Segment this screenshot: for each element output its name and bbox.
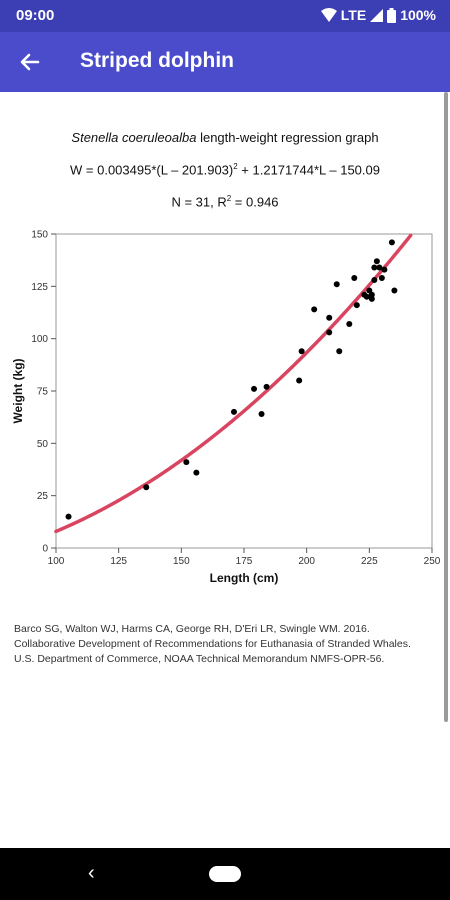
signal-icon [370,8,384,22]
regression-chart: 100 125 150 175 200 225 250 0 25 50 75 100 125 150 Len… [11,230,441,586]
citation-line-2: Collaborative Development of Recommendat… [14,638,411,650]
x-tick-label: 250 [424,556,441,567]
content-area[interactable]: Stenella coeruleoalba length-weight regr… [0,92,450,848]
data-point [376,264,383,271]
citation-line-3: U.S. Department of Commerce, NOAA Techni… [14,653,385,665]
y-tick-label: 100 [31,334,48,345]
data-point [263,383,270,390]
nav-home-button[interactable] [209,866,241,882]
data-point [346,321,353,328]
status-bar: 09:00 LTE 100% [0,0,450,32]
x-tick-label: 100 [48,556,65,567]
data-point [363,293,370,300]
data-point [371,264,378,271]
system-nav-bar: ‹ [0,848,450,900]
scrollbar[interactable] [444,92,448,722]
data-point [326,314,333,321]
battery-level: 100% [400,7,436,23]
status-time: 09:00 [16,7,55,24]
y-axis-label: Weight (kg) [11,358,25,423]
data-point [193,469,200,476]
equation-exponent: 2 [233,162,238,171]
wifi-icon [320,8,337,22]
data-point [298,348,305,355]
y-tick-label: 50 [37,439,49,450]
x-axis-label: Length (cm) [210,571,279,585]
data-point [143,484,150,491]
data-point [351,274,358,281]
data-point [336,348,343,355]
y-tick-label: 25 [37,491,49,502]
battery-icon [387,7,397,23]
data-point [65,513,72,520]
nav-back-button[interactable]: ‹ [88,862,95,884]
arrow-left-icon [20,53,40,71]
page-title: Striped dolphin [80,49,234,72]
species-name: Stenella coeruleoalba [71,130,197,145]
data-point [311,306,318,313]
regression-curve [54,233,413,534]
x-tick-label: 125 [110,556,127,567]
regression-equation: W = 0.003495*(L – 201.903)2 + 1.2171744*… [0,162,450,177]
status-indicators: LTE 100% [320,7,436,23]
network-type: LTE [340,7,367,23]
data-point [183,459,190,466]
stats-part-b: = 0.946 [231,194,279,210]
graph-title-rest: length-weight regression graph [196,130,379,145]
data-point [353,302,360,309]
data-point [296,377,303,384]
graph-title: Stenella coeruleoalba length-weight regr… [0,130,450,145]
data-point [391,287,398,294]
data-point [326,329,333,336]
data-point [388,239,395,246]
data-point [368,291,375,298]
data-point [381,266,388,273]
stats-exponent: 2 [226,194,232,203]
y-tick-label: 0 [42,544,48,555]
data-point [378,274,385,281]
app-bar: Striped dolphin [0,32,450,92]
data-point [373,258,380,265]
citation: Barco SG, Walton WJ, Harms CA, George RH… [14,622,439,667]
stats-part-a: N = 31, R [171,194,227,210]
data-point [371,277,378,284]
equation-part-b: + 1.2171744*L – 150.09 [237,162,380,178]
data-point [333,281,340,288]
x-tick-label: 150 [173,556,190,567]
data-point [251,385,258,392]
x-tick-label: 225 [361,556,378,567]
data-point [368,295,375,302]
regression-stats: N = 31, R2 = 0.946 [0,194,450,209]
citation-line-1: Barco SG, Walton WJ, Harms CA, George RH… [14,623,370,635]
x-tick-label: 175 [236,556,253,567]
equation-part-a: W = 0.003495*(L – 201.903) [70,162,234,178]
back-button[interactable] [14,46,46,78]
y-tick-label: 150 [31,230,48,241]
x-tick-label: 200 [298,556,315,567]
y-tick-label: 125 [31,282,48,293]
y-tick-label: 75 [37,387,49,398]
data-point [258,411,265,418]
data-point [230,408,237,415]
